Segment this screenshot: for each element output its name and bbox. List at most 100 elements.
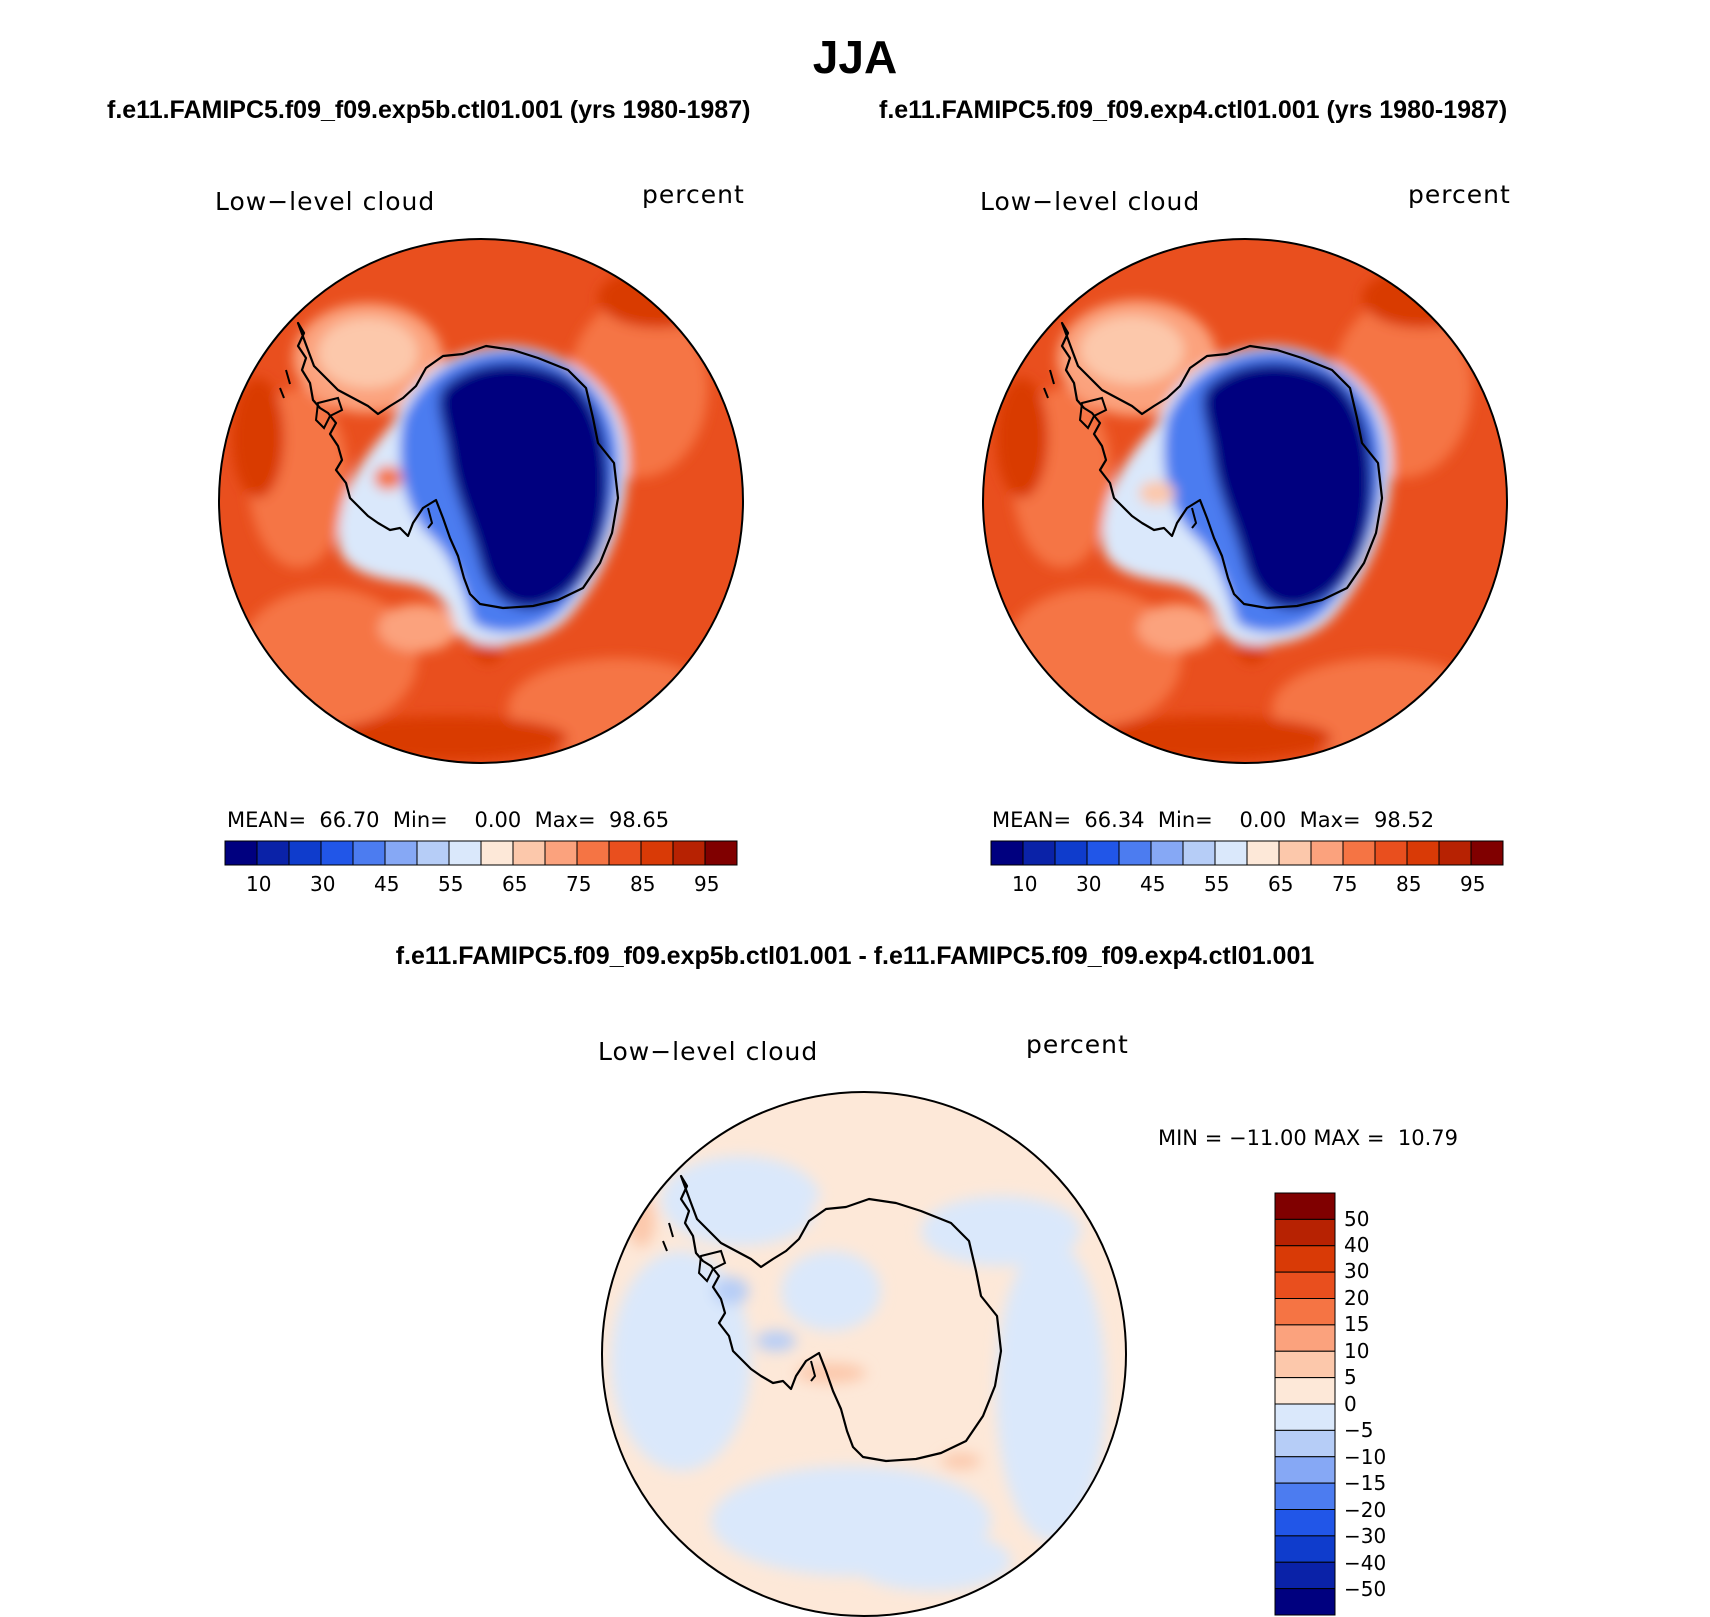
- colorbar-swatch: [1278, 840, 1312, 866]
- diff-tick-40: 40: [1344, 1233, 1370, 1257]
- colorbar-swatch: [1274, 1377, 1336, 1405]
- colorbar-swatch: [672, 840, 706, 866]
- left-stats: MEAN= 66.70 Min= 0.00 Max= 98.65: [227, 808, 669, 832]
- diff-tick-50: 50: [1344, 1207, 1370, 1231]
- diff-tick-15: 15: [1344, 1312, 1370, 1336]
- diff-variable-label: Low−level cloud: [598, 1037, 819, 1066]
- colorbar-swatch: [576, 840, 610, 866]
- colorbar-swatch: [1274, 1350, 1336, 1379]
- colorbar-swatch: [990, 840, 1024, 866]
- colorbar-swatch: [1182, 840, 1216, 866]
- colorbar-swatch: [1274, 1561, 1336, 1590]
- colorbar-swatch: [1214, 840, 1248, 866]
- colorbar-swatch: [288, 840, 322, 866]
- colorbar-swatch: [1274, 1271, 1336, 1299]
- left-min-value: 0.00: [474, 808, 522, 832]
- diff-tick-5: 5: [1344, 1365, 1357, 1389]
- colorbar-swatch: [1274, 1456, 1336, 1484]
- colorbar-swatch: [1274, 1298, 1336, 1326]
- diff-map: [601, 1091, 1127, 1617]
- right-units-label: percent: [1408, 180, 1511, 209]
- colorbar-swatch: [1274, 1245, 1336, 1273]
- left-max-label: Max=: [534, 808, 596, 832]
- colorbar-swatch: [1274, 1482, 1336, 1510]
- colorbar-swatch: [1086, 840, 1120, 866]
- right-tick-85: 85: [1396, 872, 1422, 896]
- diff-tick-neg30: −30: [1344, 1524, 1387, 1548]
- left-units-label: percent: [642, 180, 745, 209]
- colorbar-swatch: [384, 840, 418, 866]
- diff-minmax: MIN = −11.00 MAX = 10.79: [1158, 1126, 1458, 1150]
- colorbar-swatch: [1274, 1509, 1336, 1537]
- colorbar-swatch: [416, 840, 450, 866]
- colorbar-swatch: [1118, 840, 1152, 866]
- diff-colorbar: [1274, 1192, 1336, 1616]
- left-min-label: Min=: [392, 808, 448, 832]
- colorbar-swatch: [224, 840, 258, 866]
- diff-tick-neg15: −15: [1344, 1471, 1387, 1495]
- colorbar-swatch: [1470, 840, 1504, 866]
- right-variable-label: Low−level cloud: [980, 187, 1201, 216]
- colorbar-swatch: [1274, 1535, 1336, 1563]
- right-min-label: Min=: [1157, 808, 1213, 832]
- colorbar-swatch: [704, 840, 738, 866]
- colorbar-swatch: [1274, 1429, 1336, 1458]
- colorbar-swatch: [512, 840, 546, 866]
- diff-colorbar-ticks: 50 40 30 20 15 10 5 0 −5 −10 −15 −20 −30…: [1344, 1192, 1424, 1616]
- colorbar-swatch: [1274, 1403, 1336, 1431]
- colorbar-swatch: [320, 840, 354, 866]
- left-variable-label: Low−level cloud: [215, 187, 436, 216]
- left-mean-label: MEAN=: [227, 808, 307, 832]
- left-tick-55: 55: [438, 872, 464, 896]
- left-tick-75: 75: [566, 872, 592, 896]
- diff-units-label: percent: [1026, 1030, 1129, 1059]
- colorbar-swatch: [1274, 1192, 1336, 1220]
- left-subtitle: f.e11.FAMIPC5.f09_f09.exp5b.ctl01.001 (y…: [107, 96, 751, 124]
- right-map: [982, 238, 1508, 764]
- right-stats: MEAN= 66.34 Min= 0.00 Max= 98.52: [992, 808, 1434, 832]
- right-colorbar-ticks: 10 30 45 55 65 75 85 95: [990, 872, 1504, 902]
- diff-tick-neg10: −10: [1344, 1445, 1387, 1469]
- right-tick-45: 45: [1140, 872, 1166, 896]
- right-tick-95: 95: [1460, 872, 1486, 896]
- right-tick-65: 65: [1268, 872, 1294, 896]
- colorbar-swatch: [352, 840, 386, 866]
- diff-tick-neg50: −50: [1344, 1577, 1387, 1601]
- diff-tick-neg20: −20: [1344, 1498, 1387, 1522]
- right-tick-30: 30: [1076, 872, 1102, 896]
- right-mean-value: 66.34: [1084, 808, 1145, 832]
- colorbar-swatch: [1022, 840, 1056, 866]
- colorbar-swatch: [1406, 840, 1440, 866]
- right-tick-10: 10: [1012, 872, 1038, 896]
- right-tick-55: 55: [1204, 872, 1230, 896]
- colorbar-swatch: [256, 840, 290, 866]
- right-max-label: Max=: [1299, 808, 1361, 832]
- main-title: JJA: [812, 31, 898, 83]
- colorbar-swatch: [1054, 840, 1088, 866]
- diff-tick-20: 20: [1344, 1286, 1370, 1310]
- colorbar-swatch: [640, 840, 674, 866]
- colorbar-swatch: [1274, 1218, 1336, 1247]
- diff-tick-30: 30: [1344, 1259, 1370, 1283]
- colorbar-swatch: [1374, 840, 1408, 866]
- diff-title: f.e11.FAMIPC5.f09_f09.exp5b.ctl01.001 - …: [395, 942, 1315, 970]
- colorbar-swatch: [1274, 1588, 1336, 1616]
- left-map: [218, 238, 744, 764]
- left-tick-95: 95: [694, 872, 720, 896]
- diff-tick-neg40: −40: [1344, 1551, 1387, 1575]
- colorbar-swatch: [1310, 840, 1344, 866]
- left-tick-45: 45: [374, 872, 400, 896]
- colorbar-swatch: [1438, 840, 1472, 866]
- left-max-value: 98.65: [608, 808, 670, 832]
- colorbar-swatch: [448, 840, 482, 866]
- left-tick-10: 10: [246, 872, 272, 896]
- right-mean-label: MEAN=: [992, 808, 1072, 832]
- right-min-value: 0.00: [1239, 808, 1287, 832]
- right-tick-75: 75: [1332, 872, 1358, 896]
- left-tick-30: 30: [310, 872, 336, 896]
- diff-tick-0: 0: [1344, 1392, 1357, 1416]
- right-subtitle: f.e11.FAMIPC5.f09_f09.exp4.ctl01.001 (yr…: [879, 96, 1508, 124]
- left-colorbar-ticks: 10 30 45 55 65 75 85 95: [224, 872, 738, 902]
- left-mean-value: 66.70: [319, 808, 380, 832]
- colorbar-swatch: [1274, 1324, 1336, 1352]
